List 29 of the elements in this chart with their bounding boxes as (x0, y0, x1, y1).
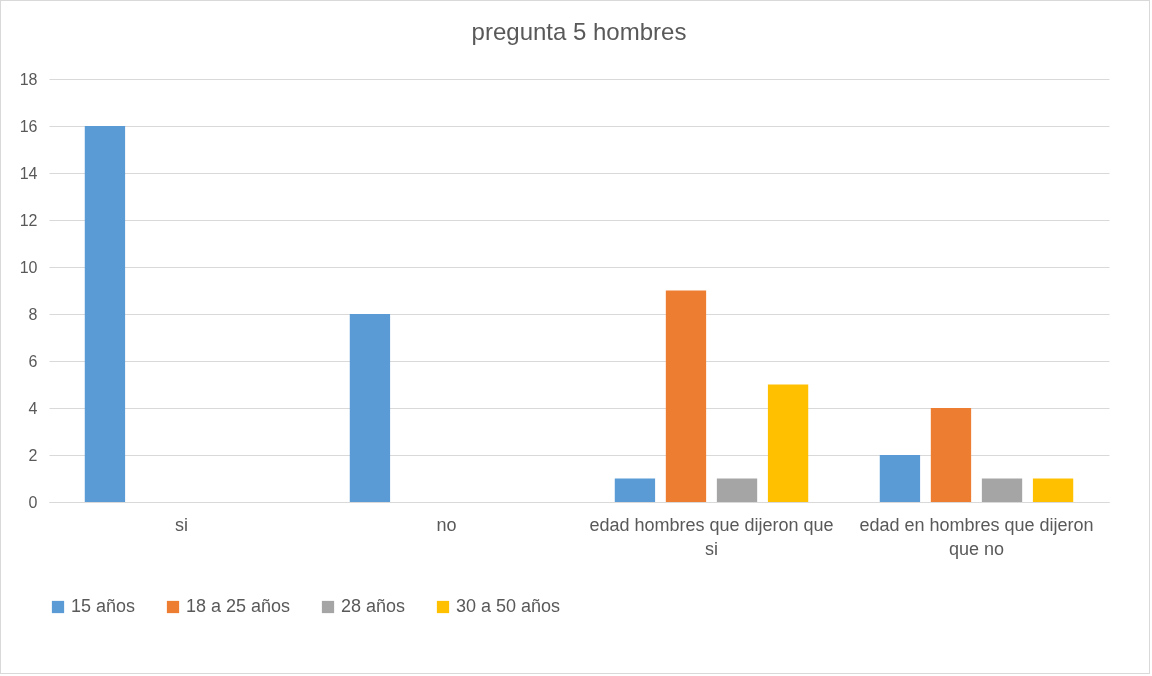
y-tick-label: 2 (28, 446, 38, 464)
bar (981, 478, 1023, 502)
y-tick-label: 14 (19, 164, 38, 182)
legend-label: 15 años (71, 596, 136, 616)
y-tick-label: 4 (28, 399, 38, 417)
bar (767, 384, 809, 502)
x-tick-label: edad en hombres que dijeron que no (859, 514, 1094, 559)
bar (879, 455, 921, 502)
bar (1032, 478, 1074, 502)
bar (614, 478, 656, 502)
y-tick-label: 12 (19, 211, 38, 229)
y-tick-label: 0 (28, 493, 38, 511)
y-tick-label: 18 (19, 70, 38, 88)
bar (930, 408, 972, 502)
x-tick-label: si (175, 514, 188, 535)
legend-label: 18 a 25 años (186, 596, 291, 616)
bar (665, 290, 707, 502)
y-tick-label: 10 (19, 258, 38, 276)
bar (716, 478, 758, 502)
legend-label: 28 años (341, 596, 406, 616)
chart-title: pregunta 5 hombres (471, 18, 687, 45)
y-tick-label: 6 (28, 352, 38, 370)
y-tick-label: 16 (19, 117, 38, 135)
legend-label: 30 a 50 años (456, 596, 561, 616)
x-tick-label: no (436, 514, 457, 535)
x-tick-label: edad hombres que dijeron que si (589, 514, 834, 559)
y-tick-label: 8 (28, 305, 38, 323)
bar (349, 314, 391, 502)
bar (84, 126, 126, 502)
